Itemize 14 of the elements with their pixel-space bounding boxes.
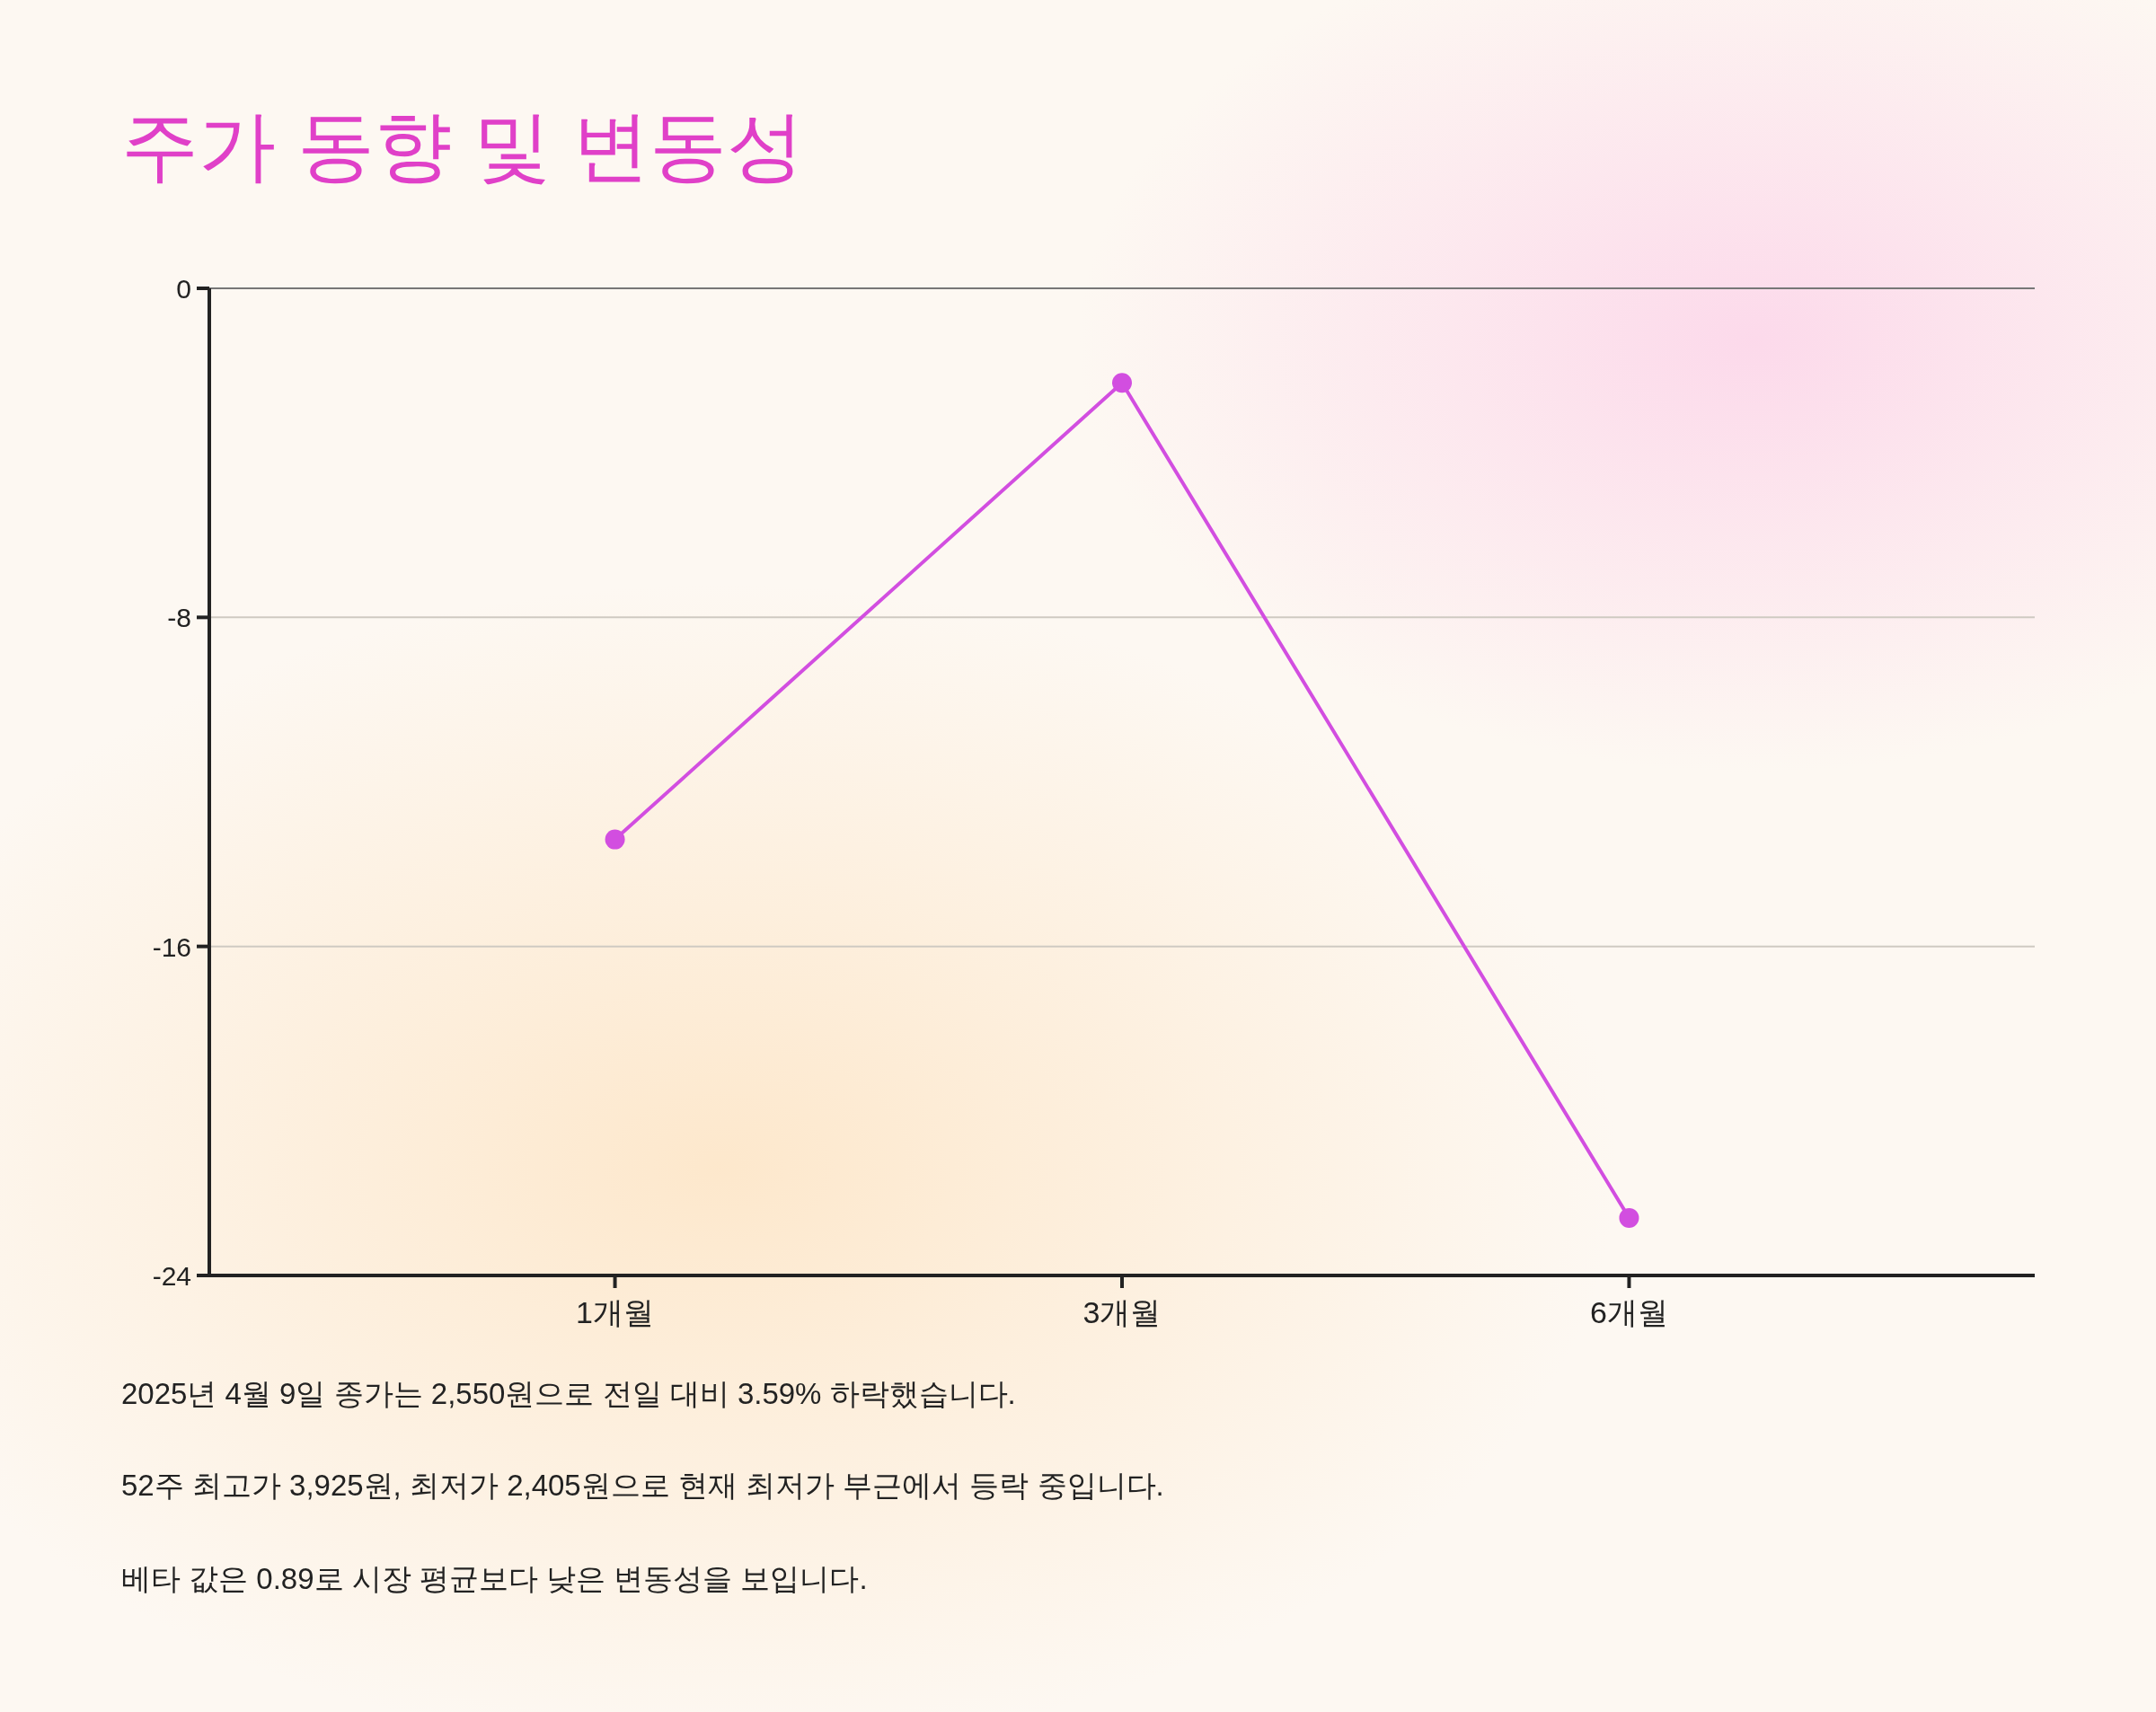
x-tick-label: 3개월 xyxy=(1082,1295,1162,1329)
point xyxy=(1112,373,1132,393)
x-tick-label: 1개월 xyxy=(576,1295,655,1329)
text: 베타 값은 0.89로 시장 평균보다 낮은 변동성을 보입니다. xyxy=(121,1562,868,1595)
y-tick-label: 0 xyxy=(176,274,191,304)
y-tick-label: -24 xyxy=(152,1261,191,1291)
y-tick-label: -8 xyxy=(167,603,191,633)
text: 2025년 4월 9일 종가는 2,550원으로 전일 대비 3.59% 하락했습니다. xyxy=(121,1377,1016,1410)
point xyxy=(605,829,625,850)
point xyxy=(1619,1207,1639,1228)
text: 52주 최고가 3,925원, 최저가 2,405원으로 현재 최저가 부근에서 등락 중입니다. xyxy=(121,1469,1164,1502)
chart-title: 주가 동향 및 변동성 xyxy=(121,102,804,189)
y-tick-label: -16 xyxy=(152,931,191,962)
x-tick-label: 6개월 xyxy=(1589,1295,1668,1329)
